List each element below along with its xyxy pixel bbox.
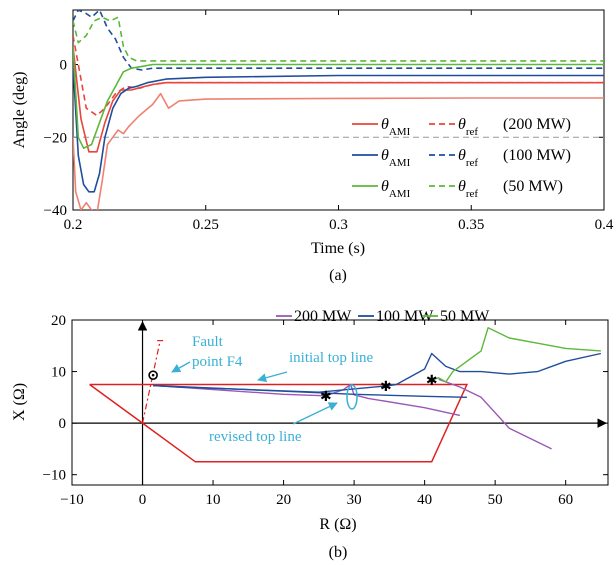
chart-b-trajectory-3	[153, 384, 467, 398]
annotation-revised-arrow	[292, 402, 338, 425]
chart-a-ytick-label: −40	[44, 203, 67, 219]
chart-b-xtick-label: 40	[417, 492, 432, 508]
chart-b-fault-point-center	[151, 373, 155, 377]
chart-a-ticks: 0.2 0.25 0.3 0.35 0.4 −40 −20 0	[44, 10, 614, 233]
legend-theta-ami-200mw: θAMI	[381, 116, 411, 138]
chart-b-star-marker: ✱	[380, 379, 392, 395]
chart-a-xtick-label: 0.3	[329, 217, 348, 233]
chart-a-caption: (a)	[329, 267, 347, 284]
chart-b-trajectories	[153, 327, 602, 450]
chart-a-ytick-label: −20	[44, 130, 67, 146]
annotation-initial-arrow	[257, 371, 288, 383]
chart-b-star-marker: ✱	[426, 373, 438, 389]
chart-b-xtick-label: −10	[60, 492, 83, 508]
chart-b-trajectory-0	[153, 383, 461, 417]
chart-a-xlabel: Time (s)	[311, 240, 365, 257]
chart-b-ytick-label: 0	[59, 416, 67, 432]
chart-b-xtick-label: 50	[488, 492, 503, 508]
annotation-fault-arrow	[171, 361, 191, 373]
annotation-fault-line1: Fault	[192, 334, 224, 350]
chart-a-series-line-3	[73, 64, 604, 193]
annotation-revised-top-line: revised top line	[209, 429, 302, 445]
chart-a-series-line-6	[73, 16, 604, 62]
chart-a-ylabel: Angle (deg)	[11, 72, 28, 149]
chart-b-origin-axes	[72, 321, 607, 485]
chart-a-xtick-label: 0.35	[458, 217, 484, 233]
chart-b-xtick-label: 60	[558, 492, 573, 508]
chart-a-series	[73, 10, 604, 210]
legend-label-200mw: (200 MW)	[503, 116, 571, 133]
legend-label-b-50mw: 50 MW	[440, 308, 490, 325]
legend-theta-ami-50mw: θAMI	[381, 178, 411, 200]
annotation-fault-line2: point F4	[192, 354, 243, 370]
chart-b-xtick-label: 30	[347, 492, 362, 508]
legend-theta-ref-100mw: θref	[458, 147, 478, 169]
chart-b-highlight-ellipse	[346, 384, 358, 410]
chart-b-ylabel: X (Ω)	[11, 383, 28, 421]
legend-item-200mw: θAMI θref (200 MW)	[352, 116, 571, 138]
chart-b-xtick-label: 20	[276, 492, 291, 508]
chart-a-series-line-4	[73, 10, 604, 71]
chart-a-xtick-label: 0.4	[595, 217, 614, 233]
chart-b: −10 0 10 20 30 40 50 60 −10 0 10 20 ✱ ✱ ✱ Fault point…	[11, 308, 609, 561]
chart-a-legend: θAMI θref (200 MW) θAMI θref (100 MW) θA…	[352, 116, 571, 200]
chart-a-series-line-5	[73, 46, 604, 149]
legend-label-50mw: (50 MW)	[503, 178, 563, 195]
chart-a: 0.2 0.25 0.3 0.35 0.4 −40 −20 0 Time (s) Angle …	[11, 9, 614, 284]
legend-item-50mw: θAMI θref (50 MW)	[352, 178, 563, 200]
chart-b-xtick-label: 10	[206, 492, 221, 508]
legend-theta-ami-100mw: θAMI	[381, 147, 411, 169]
legend-label-b-200mw: 200 MW	[294, 308, 352, 325]
chart-a-series-line-0	[73, 92, 604, 210]
chart-a-xtick-label: 0.2	[64, 217, 83, 233]
legend-item-100mw: θAMI θref (100 MW)	[352, 147, 571, 169]
chart-b-ticks: −10 0 10 20 30 40 50 60 −10 0 10 20	[43, 313, 608, 508]
chart-a-xtick-label: 0.25	[193, 217, 219, 233]
legend-theta-ref-50mw: θref	[458, 178, 478, 200]
chart-b-relay-characteristic-line	[141, 340, 161, 424]
chart-b-trajectory-4	[431, 327, 601, 383]
annotation-initial-top-line: initial top line	[289, 350, 373, 366]
chart-b-star-marker: ✱	[320, 389, 332, 405]
legend-label-b-100mw: 100 MW	[376, 308, 434, 325]
chart-b-protection-zone	[89, 340, 469, 463]
chart-a-ytick-label: 0	[60, 58, 68, 74]
chart-b-zone-polygon	[89, 383, 469, 463]
legend-theta-ref-200mw: θref	[458, 116, 478, 138]
legend-label-100mw: (100 MW)	[503, 147, 571, 164]
chart-b-xtick-label: 0	[139, 492, 147, 508]
chart-b-ytick-label: 20	[51, 313, 66, 329]
chart-b-caption: (b)	[329, 544, 348, 561]
chart-b-trajectory-1	[438, 378, 552, 450]
chart-b-frame	[71, 319, 609, 486]
chart-b-markers: ✱ ✱ ✱	[148, 370, 438, 405]
chart-b-xlabel: R (Ω)	[319, 516, 356, 533]
chart-b-legend: 200 MW 100 MW 50 MW	[276, 308, 490, 325]
chart-b-ytick-label: 10	[51, 365, 66, 381]
chart-b-ytick-label: −10	[43, 468, 66, 484]
